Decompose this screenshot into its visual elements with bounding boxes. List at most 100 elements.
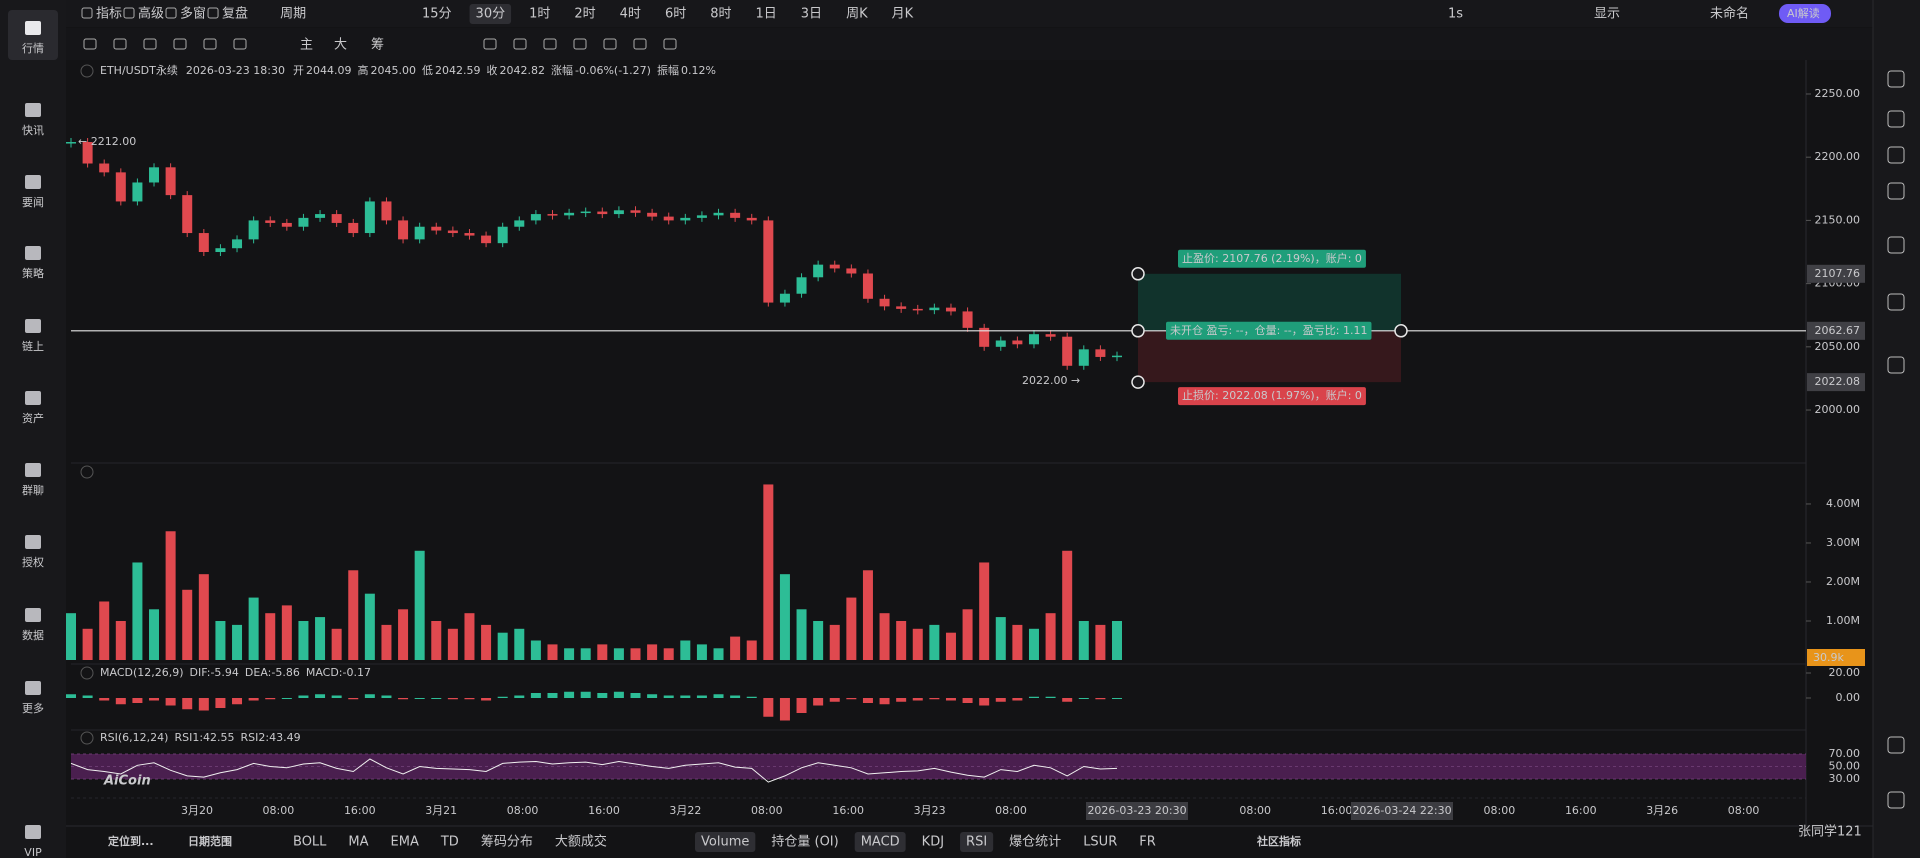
volume-bar — [945, 632, 956, 660]
bottom-indicator[interactable]: MACD — [861, 835, 900, 850]
bottom-indicator[interactable]: 持仓量 (OI) — [771, 835, 838, 850]
pane-toggle[interactable] — [80, 64, 94, 78]
candle — [696, 215, 707, 218]
pane-toggle[interactable] — [80, 731, 94, 745]
interval[interactable]: 周K — [846, 7, 868, 22]
y-tick-label: 1.00M — [1826, 614, 1860, 627]
bottom-tool[interactable]: 筹码分布 — [481, 834, 533, 850]
pane-toggle[interactable] — [80, 666, 94, 680]
macd-bar — [149, 698, 160, 701]
draw-tool[interactable] — [233, 38, 247, 50]
right-icon[interactable] — [1887, 236, 1905, 254]
interval[interactable]: 月K — [892, 7, 914, 22]
interval[interactable]: 6时 — [665, 7, 686, 22]
topbar-right[interactable]: AI解读 — [1787, 6, 1820, 20]
bottom-tool[interactable]: 大额成交 — [555, 834, 607, 850]
topbar-item[interactable]: 复盘 — [222, 6, 248, 22]
bottom-indicator[interactable]: FR — [1139, 835, 1156, 850]
interval[interactable]: 3日 — [801, 7, 822, 22]
topbar-item[interactable]: 周期 — [280, 7, 306, 22]
topbar-item[interactable]: 多窗 — [180, 6, 206, 22]
order-label: 未开仓 盈亏: --，仓量: --，盈亏比: 1.11 — [1170, 323, 1367, 337]
candle — [398, 220, 409, 240]
draw-shortcut[interactable]: 主 — [300, 38, 313, 53]
interval[interactable]: 30分 — [476, 7, 506, 22]
order-handle[interactable] — [1131, 375, 1145, 389]
draw-shortcut[interactable]: 大 — [334, 38, 347, 53]
volume-bar — [215, 620, 226, 660]
interval[interactable]: 1日 — [756, 7, 777, 22]
draw-tool[interactable] — [83, 38, 97, 50]
right-icon[interactable] — [1887, 293, 1905, 311]
sidebar-label[interactable]: 快讯 — [22, 124, 44, 137]
bottom-indicator[interactable]: 爆仓统计 — [1009, 835, 1061, 850]
candle — [1045, 334, 1056, 337]
topbar-right[interactable]: 未命名 — [1710, 6, 1749, 22]
right-icon[interactable] — [1887, 146, 1905, 164]
topbar-item[interactable]: 指标 — [96, 7, 122, 22]
draw-shortcut[interactable]: 筹 — [371, 37, 384, 53]
bottom-indicator[interactable]: LSUR — [1083, 835, 1117, 850]
macd-bar — [447, 698, 458, 700]
macd-bar — [1012, 698, 1023, 701]
macd-bar — [696, 695, 707, 698]
bottom-tool[interactable]: MA — [348, 835, 368, 850]
right-icon[interactable] — [1887, 110, 1905, 128]
bottom-indicator[interactable]: Volume — [701, 835, 749, 850]
topbar-right[interactable]: 显示 — [1594, 7, 1620, 22]
draw-tool[interactable] — [483, 38, 497, 50]
draw-tool[interactable] — [113, 38, 127, 50]
draw-tool[interactable] — [513, 38, 527, 50]
sidebar-label[interactable]: 要闻 — [22, 195, 44, 209]
sidebar-label[interactable]: 授权 — [22, 555, 44, 569]
right-icon[interactable] — [1887, 736, 1905, 754]
candle — [680, 217, 691, 221]
draw-tool[interactable] — [173, 38, 187, 50]
sidebar-label[interactable]: 策略 — [22, 266, 44, 280]
right-icon[interactable] — [1887, 791, 1905, 809]
sidebar-label[interactable]: 资产 — [22, 411, 44, 425]
draw-tool[interactable] — [543, 38, 557, 50]
sidebar-label[interactable]: 更多 — [22, 701, 44, 715]
interval[interactable]: 8时 — [710, 7, 731, 22]
bottom-left[interactable]: 日期范围 — [188, 834, 232, 848]
macd-bar — [813, 698, 824, 706]
right-icon[interactable] — [1887, 356, 1905, 374]
draw-tool[interactable] — [633, 38, 647, 50]
draw-tool[interactable] — [603, 38, 617, 50]
sidebar-label[interactable]: 行情 — [22, 42, 44, 55]
order-handle[interactable] — [1394, 324, 1408, 338]
draw-tool[interactable] — [573, 38, 587, 50]
bottom-left[interactable]: 定位到... — [108, 834, 154, 848]
topbar-item[interactable]: 高级 — [138, 6, 164, 22]
sidebar-label[interactable]: 数据 — [22, 628, 44, 642]
order-handle[interactable] — [1131, 267, 1145, 281]
sidebar-label[interactable]: 链上 — [22, 339, 44, 353]
interval[interactable]: 1时 — [529, 7, 550, 22]
order-handle[interactable] — [1131, 324, 1145, 338]
x-tick-label: 3月22 — [669, 804, 701, 817]
candle — [248, 220, 259, 240]
bottom-community[interactable]: 社区指标 — [1256, 834, 1301, 848]
sidebar-label[interactable]: VIP — [24, 846, 42, 858]
draw-tool[interactable] — [203, 38, 217, 50]
interval[interactable]: 4时 — [620, 7, 641, 22]
bottom-tool[interactable]: BOLL — [293, 835, 327, 850]
bottom-indicator[interactable]: RSI — [966, 835, 987, 850]
volume-bar — [198, 574, 209, 660]
topbar-right[interactable]: 1s — [1448, 7, 1463, 22]
right-icon[interactable] — [1887, 182, 1905, 200]
pane-toggle[interactable] — [80, 465, 94, 479]
draw-tool[interactable] — [663, 38, 677, 50]
interval[interactable]: 15分 — [422, 7, 452, 22]
sidebar-label[interactable]: 群聊 — [22, 483, 44, 497]
bottom-tool[interactable]: EMA — [391, 835, 419, 850]
interval[interactable]: 2时 — [574, 7, 595, 22]
bottom-indicator[interactable]: KDJ — [922, 835, 944, 850]
macd-bar — [979, 698, 990, 706]
draw-tool[interactable] — [143, 38, 157, 50]
right-icon[interactable] — [1887, 70, 1905, 88]
volume-bar — [813, 620, 824, 660]
macd-bar — [497, 696, 508, 698]
bottom-tool[interactable]: TD — [440, 835, 459, 850]
